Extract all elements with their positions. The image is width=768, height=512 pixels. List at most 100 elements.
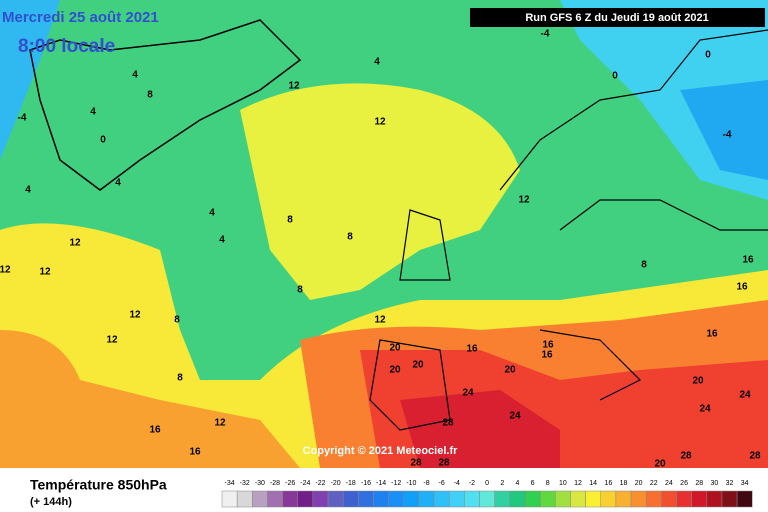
- scale-label: 24: [665, 480, 673, 487]
- scale-label: 16: [604, 480, 612, 487]
- scale-swatch: [236, 490, 253, 508]
- hot-area: [400, 390, 560, 468]
- contour-label: 20: [504, 365, 516, 376]
- contour-label: 12: [518, 195, 530, 206]
- contour-label: 12: [129, 310, 141, 321]
- scale-label: 22: [650, 480, 658, 487]
- contour-label: 24: [462, 388, 474, 399]
- contour-label: 20: [389, 343, 401, 354]
- run-box: [470, 8, 765, 27]
- contour-label: 12: [214, 418, 226, 429]
- scale-swatch: [509, 490, 526, 508]
- scale-swatch: [661, 490, 677, 508]
- scale-label: -10: [406, 480, 416, 487]
- scale-label: -30: [255, 480, 265, 487]
- contour-label: 8: [287, 215, 293, 226]
- scale-label: -26: [285, 480, 295, 487]
- scale-label: -14: [376, 480, 386, 487]
- run-label: Run GFS 6 Z du Jeudi 19 août 2021: [525, 12, 708, 24]
- contour-label: 4: [374, 57, 380, 68]
- scale-swatch: [555, 490, 571, 508]
- scale-label: -32: [240, 480, 250, 487]
- contour-label: 20: [692, 376, 704, 387]
- coastline: [29, 19, 302, 191]
- contour-label: 16: [189, 447, 201, 458]
- contour-label: 28: [749, 451, 761, 462]
- scale-swatch: [327, 490, 344, 508]
- scale-label: -2: [469, 480, 475, 487]
- contour-label: 0: [100, 135, 106, 146]
- scale-swatch: [494, 490, 511, 508]
- contour-label: 4: [90, 107, 96, 118]
- contour-label: 12: [69, 238, 81, 249]
- scale-swatch: [342, 490, 359, 508]
- contour-label: 12: [0, 265, 11, 276]
- scale-swatch: [297, 490, 314, 508]
- contour-label: 20: [654, 459, 666, 470]
- scale-swatch: [585, 490, 601, 508]
- contour-label: 4: [115, 178, 121, 189]
- contour-label: 12: [374, 117, 386, 128]
- scale-swatch: [539, 490, 556, 508]
- scale-label: -34: [225, 480, 235, 487]
- contour-label: 28: [680, 451, 692, 462]
- contour-label: 8: [641, 260, 647, 271]
- scale-label: 20: [635, 480, 643, 487]
- footer-lead: (+ 144h): [30, 496, 72, 508]
- contour-label: 8: [297, 285, 303, 296]
- scale-label: 8: [546, 480, 550, 487]
- contour-label: 28: [438, 458, 450, 469]
- scale-label: 2: [500, 480, 504, 487]
- contour-label: 16: [149, 425, 161, 436]
- scale-label: -28: [270, 480, 280, 487]
- contour-label: -4: [541, 29, 550, 40]
- scale-label: 6: [531, 480, 535, 487]
- scale-swatch: [464, 490, 480, 508]
- scale-swatch: [312, 490, 329, 508]
- warm-area: [240, 83, 520, 300]
- scale-label: -18: [346, 480, 356, 487]
- contour-label: 28: [410, 458, 422, 469]
- scale-swatch: [706, 490, 723, 508]
- scale-label: 10: [559, 480, 567, 487]
- scale-label: 14: [589, 480, 597, 487]
- scale-label: -6: [439, 480, 445, 487]
- cold-area: [0, 0, 60, 160]
- scale-swatch: [630, 490, 647, 508]
- contour-label: 28: [442, 418, 454, 429]
- scale-swatch: [373, 490, 389, 508]
- contour-label: 8: [174, 315, 180, 326]
- scale-swatch: [600, 490, 617, 508]
- scale-swatch: [418, 490, 435, 508]
- scale-swatch: [736, 490, 753, 508]
- scale-swatch: [615, 490, 632, 508]
- scale-swatch: [691, 490, 708, 508]
- scale-label: 28: [695, 480, 703, 487]
- contour-label: 16: [541, 350, 553, 361]
- contour-label: 12: [106, 335, 118, 346]
- scale-label: 4: [515, 480, 519, 487]
- contour-label: 8: [177, 373, 183, 384]
- scale-label: -24: [300, 480, 310, 487]
- contour-label: 24: [699, 404, 711, 415]
- scale-swatch: [570, 490, 586, 508]
- copyright: Copyright © 2021 Meteociel.fr: [303, 445, 459, 457]
- contour-label: 16: [706, 329, 718, 340]
- forecast-date: Mercredi 25 août 2021: [2, 9, 159, 26]
- contour-label: 4: [25, 185, 31, 196]
- scale-swatch: [524, 490, 541, 508]
- contour-label: 16: [742, 255, 754, 266]
- cold-area: [680, 80, 768, 180]
- scale-label: -12: [391, 480, 401, 487]
- scale-label: -22: [315, 480, 325, 487]
- scale-swatch: [645, 490, 662, 508]
- scale-label: 26: [680, 480, 688, 487]
- contour-label: 16: [542, 340, 554, 351]
- contour-label: 20: [412, 360, 424, 371]
- contour-label: -4: [723, 130, 732, 141]
- scale-label: 34: [741, 480, 749, 487]
- scale-label: 12: [574, 480, 582, 487]
- contour-label: 0: [705, 50, 711, 61]
- scale-swatch: [721, 490, 738, 508]
